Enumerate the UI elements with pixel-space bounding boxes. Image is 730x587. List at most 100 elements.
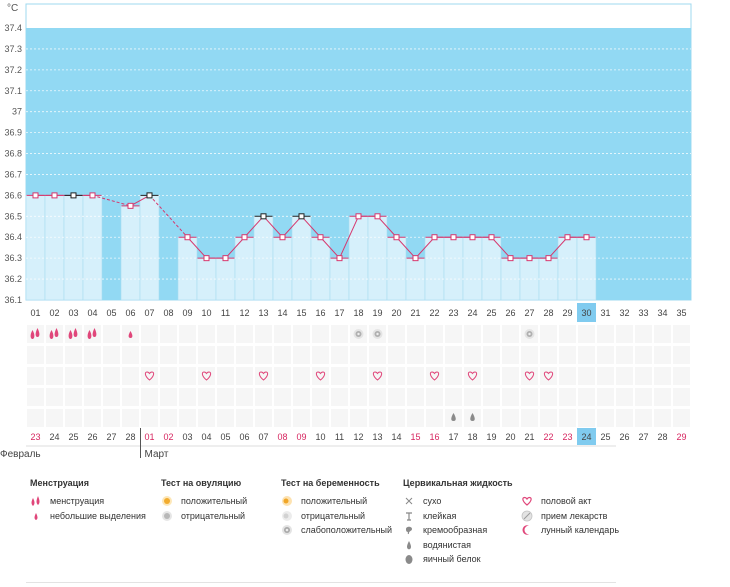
marker-cell [236,409,253,427]
marker-cell [65,325,82,343]
marker-cell [122,388,139,406]
date-label: 20 [505,432,515,442]
temperature-line [415,236,435,259]
marker-cell [616,346,633,364]
marker-cell [350,367,367,385]
cycle-day-label: 34 [657,308,667,318]
marker-cell [483,388,500,406]
legend-item: положительный [161,494,247,509]
marker-cell [160,388,177,406]
cycle-day-label: 19 [372,308,382,318]
temperature-point [298,213,305,220]
marker-cell [179,388,196,406]
cycle-day-label: 14 [277,308,287,318]
marker-cell [141,388,158,406]
marker-cell [255,325,272,343]
temperature-point [526,255,533,262]
marker-cell [179,367,196,385]
temperature-point [469,234,476,241]
temperature-bar [557,236,578,301]
marker-cell [426,409,443,427]
marker-cell [502,346,519,364]
y-tick-label: 37.4 [4,23,22,33]
marker-cell [160,367,177,385]
marker-cell [274,388,291,406]
temperature-point [317,234,324,241]
marker-cell [654,367,671,385]
temperature-bar [25,195,46,301]
temperature-bar [424,236,445,301]
date-label: 19 [486,432,496,442]
marker-cell [483,367,500,385]
legend-item: положительный [281,494,392,509]
date-label: 22 [543,432,553,442]
marker-cell [407,346,424,364]
date-label: 23 [30,432,40,442]
legend-item: отрицательный [161,509,247,524]
cycle-day-label: 10 [201,308,211,318]
dry-icon [403,495,415,507]
marker-cell [236,325,253,343]
legend-other: половой акт прием лекарств лунный календ… [521,478,619,538]
marker-cell [122,346,139,364]
date-label: 25 [600,432,610,442]
creamy-icon [403,524,415,536]
marker-cell [331,325,348,343]
temperature-gap-line [92,194,131,207]
marker-cell [198,346,215,364]
legend-title: Тест на овуляцию [161,478,242,488]
y-tick-label: 36.4 [4,232,22,242]
temperature-bar [272,236,293,301]
marker-cell [521,346,538,364]
marker-cell [331,346,348,364]
marker-cell [502,409,519,427]
temperature-line [187,236,207,259]
marker-cell [141,346,158,364]
date-label: 26 [619,432,629,442]
cycle-day-label: 32 [619,308,629,318]
legend-title: Цервикальная жидкость [403,478,513,488]
marker-cell [160,325,177,343]
legend-item: лунный календарь [521,523,619,538]
temperature-point [450,234,457,241]
marker-cell [388,367,405,385]
marker-cell [27,346,44,364]
marker-cell [635,409,652,427]
heart-icon [201,371,212,381]
cycle-day-label: 05 [106,308,116,318]
marker-cell [293,325,310,343]
blood-drops-icon [30,328,40,339]
marker-cell [464,325,481,343]
current-date-highlight [577,428,596,445]
cycle-day-label: 22 [429,308,439,318]
marker-cell [141,325,158,343]
marker-cell [84,409,101,427]
cycle-day-label: 08 [163,308,173,318]
watery-icon [470,413,475,421]
cycle-day-label: 33 [638,308,648,318]
temperature-line [282,215,302,238]
date-label: 12 [353,432,363,442]
marker-cell [673,346,690,364]
date-label: 21 [524,432,534,442]
marker-cell [673,388,690,406]
marker-cell [578,367,595,385]
temperature-bar [234,236,255,301]
marker-cell [122,367,139,385]
marker-cell [540,325,557,343]
negative-test-icon [161,510,173,522]
legend-label: клейкая [423,510,457,521]
date-label: 14 [391,432,401,442]
legend-ovulation-test: Тест на овуляцию положительный отрицател… [161,478,247,523]
marker-cell [236,388,253,406]
legend-label: водянистая [423,539,472,550]
marker-cell [350,346,367,364]
marker-cell [122,409,139,427]
marker-cell [46,367,63,385]
date-label: 18 [467,432,477,442]
y-tick-label: 36.8 [4,149,22,159]
marker-cell [331,388,348,406]
marker-cell [274,409,291,427]
temperature-point [431,234,438,241]
cycle-day-label: 11 [221,308,230,318]
